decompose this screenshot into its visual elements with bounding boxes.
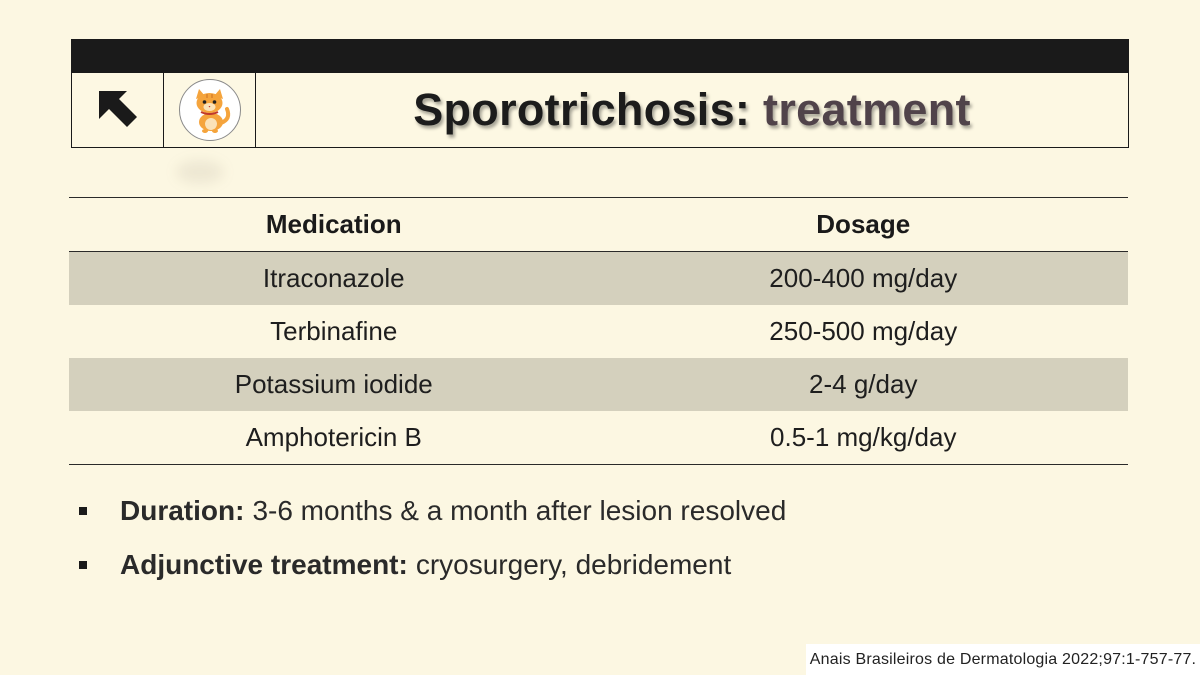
arrow-up-left-icon — [98, 91, 137, 127]
bullet-text: cryosurgery, debridement — [415, 549, 732, 580]
background-smudge — [176, 160, 224, 184]
medication-cell: Amphotericin B — [245, 422, 422, 452]
cat-icon — [195, 89, 230, 133]
logo-badge — [178, 79, 241, 141]
title-main: Sporotrichosis: — [413, 84, 751, 135]
table-row: Amphotericin B 0.5-1 mg/kg/day — [69, 411, 1128, 465]
slide-header: Sporotrichosis: treatment — [71, 39, 1129, 148]
medication-table: Medication Dosage Itraconazole 200-400 m… — [69, 197, 1128, 465]
bullet-label: Duration: — [120, 495, 245, 526]
square-bullet-icon — [79, 507, 87, 515]
bullet-text: 3-6 months & a month after lesion resolv… — [252, 495, 787, 526]
dosage-cell: 200-400 mg/day — [598, 251, 1128, 305]
square-bullet-icon — [79, 561, 87, 569]
bullet-list: Duration: 3-6 months & a month after les… — [74, 490, 786, 598]
citation: Anais Brasileiros de Dermatologia 2022;9… — [806, 644, 1200, 675]
table-row: Itraconazole 200-400 mg/day — [69, 251, 1128, 305]
bullet-label: Adjunctive treatment: — [120, 549, 408, 580]
column-header-medication: Medication — [69, 197, 599, 252]
table-header-row: Medication Dosage — [69, 197, 1128, 252]
column-header-dosage: Dosage — [598, 197, 1128, 252]
bullet-adjunctive: Adjunctive treatment: cryosurgery, debri… — [74, 544, 786, 586]
medication-cell: Terbinafine — [270, 316, 398, 346]
dosage-cell: 0.5-1 mg/kg/day — [770, 422, 957, 452]
header-bar — [72, 40, 1128, 73]
dosage-cell: 2-4 g/day — [598, 358, 1128, 411]
medication-cell: Itraconazole — [69, 251, 599, 305]
table-row: Potassium iodide 2-4 g/day — [69, 358, 1128, 411]
page-title: Sporotrichosis: treatment — [256, 73, 1128, 147]
medication-cell: Potassium iodide — [69, 358, 599, 411]
logo-cell — [164, 73, 256, 147]
back-button[interactable] — [72, 73, 164, 147]
bullet-duration: Duration: 3-6 months & a month after les… — [74, 490, 786, 532]
title-accent: treatment — [763, 84, 971, 135]
dosage-cell: 250-500 mg/day — [769, 316, 958, 346]
table-row: Terbinafine 250-500 mg/day — [69, 305, 1128, 358]
